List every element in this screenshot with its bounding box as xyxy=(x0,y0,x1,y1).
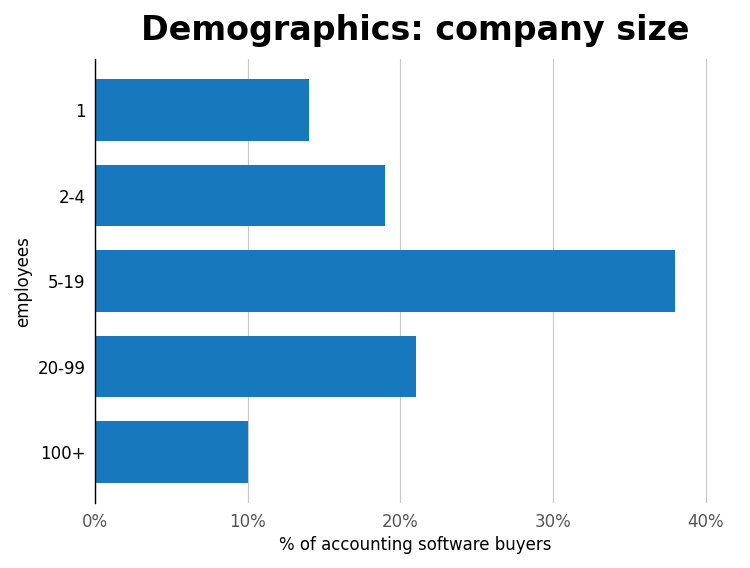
Title: Demographics: company size: Demographics: company size xyxy=(142,14,690,47)
Bar xyxy=(95,336,416,397)
Bar xyxy=(95,80,309,141)
Bar xyxy=(95,250,675,312)
Bar xyxy=(95,165,385,227)
Bar xyxy=(95,421,248,483)
Y-axis label: employees: employees xyxy=(14,236,32,327)
X-axis label: % of accounting software buyers: % of accounting software buyers xyxy=(280,536,552,554)
